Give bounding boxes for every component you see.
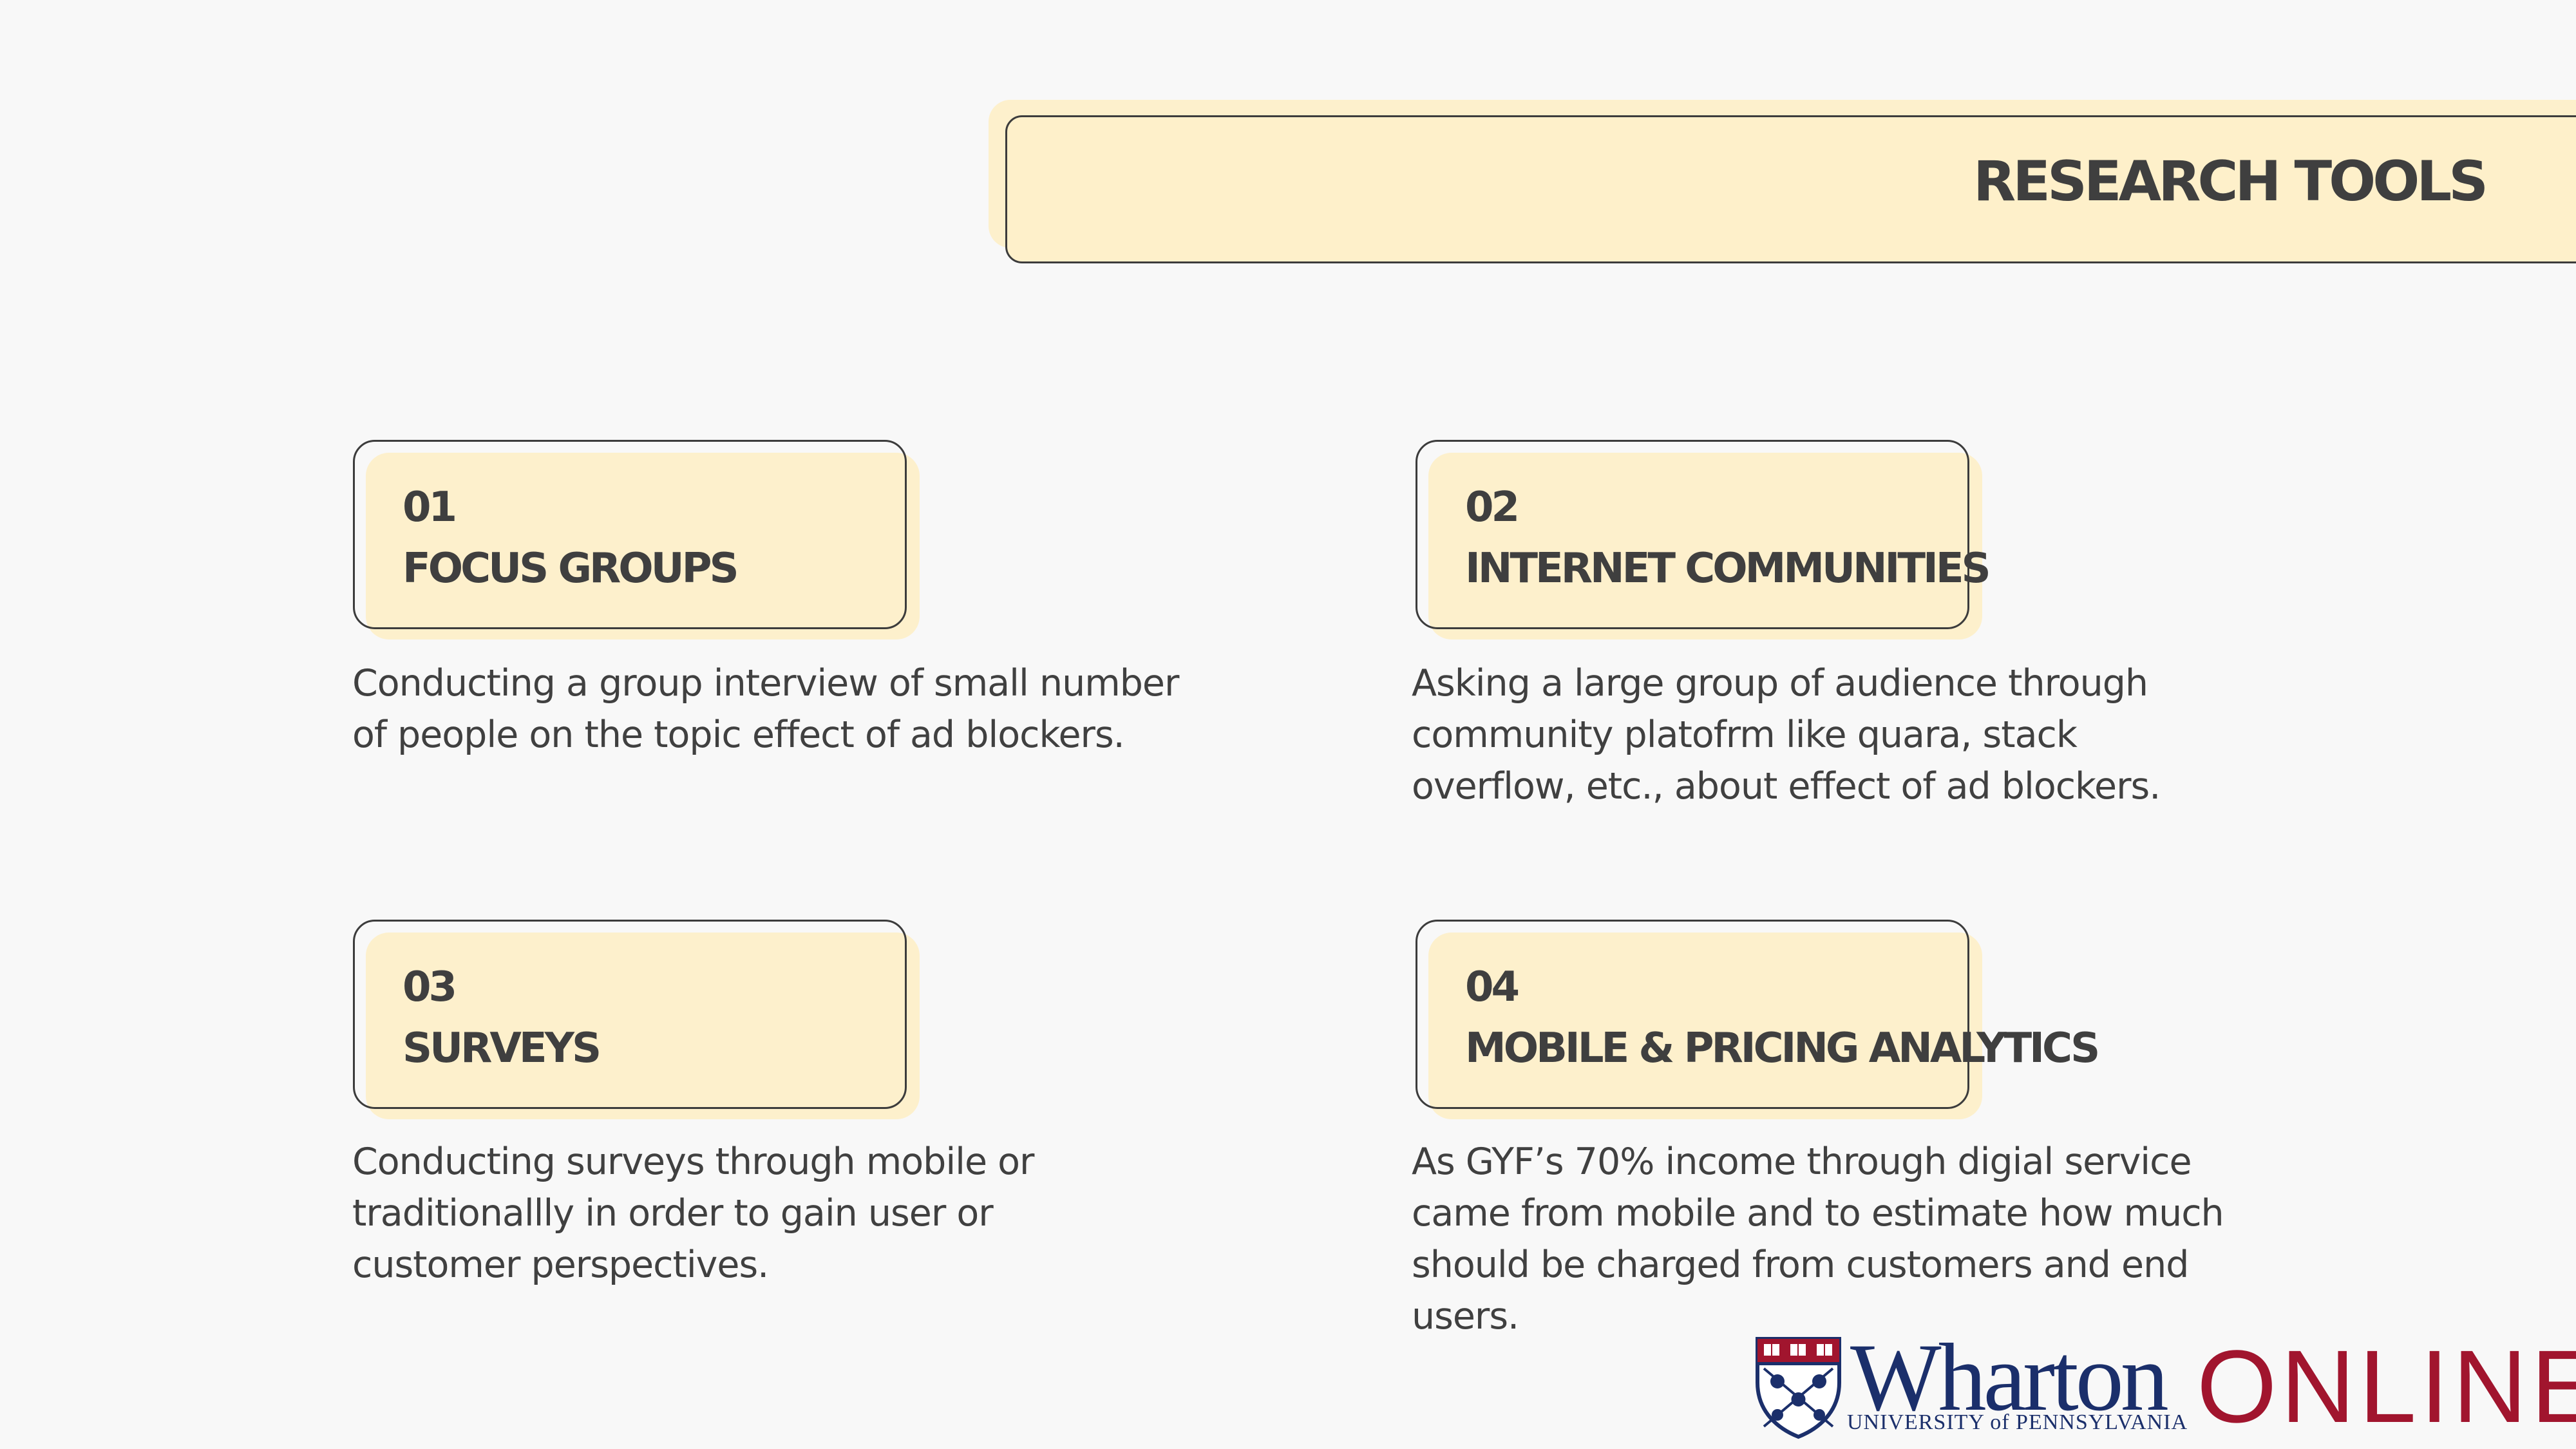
wharton-online-logo: Wharton UNIVERSITY of PENNSYLVANIA ONLIN… (1755, 1324, 2576, 1449)
description-line: customer perspectives. (352, 1244, 769, 1286)
description-line: Asking a large group of audience through (1412, 662, 2148, 705)
description-line: As GYF’s 70% income through digial servi… (1412, 1141, 2192, 1183)
description-line: came from mobile and to estimate how muc… (1412, 1192, 2224, 1235)
tool-title: INTERNET COMMUNITIES (1465, 545, 1991, 592)
card-frame: 01 FOCUS GROUPS (353, 440, 907, 629)
online-wordmark: ONLINE (2197, 1329, 2576, 1444)
card-shadow (1428, 933, 1982, 1119)
card-frame: 04 MOBILE & PRICING ANALYTICS (1416, 920, 2100, 1109)
description-line: traditionallly in order to gain user or (352, 1192, 994, 1235)
tool-card-surveys: 03 SURVEYS (353, 920, 920, 1126)
card-shadow (366, 933, 920, 1119)
tool-number: 04 (1465, 963, 1520, 1011)
card-shadow (366, 453, 920, 639)
title-banner: RESEARCH TOOLS (989, 100, 2576, 267)
university-subtitle: UNIVERSITY of PENNSYLVANIA (1847, 1410, 2188, 1434)
tool-description-focus-groups: Conducting a group interview of small nu… (352, 658, 1254, 761)
description-line: should be charged from customers and end (1412, 1244, 2189, 1286)
tool-title: MOBILE & PRICING ANALYTICS (1465, 1025, 2100, 1072)
wharton-wordmark: Wharton (1850, 1324, 2169, 1431)
tool-description-internet-communities: Asking a large group of audience through… (1412, 658, 2313, 812)
tool-number: 01 (402, 484, 457, 531)
description-line: community platofrm like quara, stack (1412, 714, 2078, 756)
tool-card-focus-groups: 01 FOCUS GROUPS (353, 440, 920, 646)
description-line: overflow, etc., about effect of ad block… (1412, 765, 2161, 808)
tool-card-internet-communities: 02 INTERNET COMMUNITIES (1416, 440, 1991, 646)
tool-title: FOCUS GROUPS (402, 545, 739, 592)
penn-shield-icon (1756, 1337, 1841, 1439)
tool-card-mobile-pricing-analytics: 04 MOBILE & PRICING ANALYTICS (1416, 920, 2100, 1126)
card-frame: 03 SURVEYS (353, 920, 907, 1109)
slide-title: RESEARCH TOOLS (1973, 149, 2488, 214)
description-line: of people on the topic effect of ad bloc… (352, 714, 1125, 756)
title-banner-frame: RESEARCH TOOLS (1005, 115, 2576, 263)
tool-number: 02 (1465, 484, 1520, 531)
description-line: Conducting a group interview of small nu… (352, 662, 1179, 705)
tool-title: SURVEYS (402, 1025, 601, 1072)
card-shadow (1428, 453, 1982, 639)
tool-description-mobile-pricing-analytics: As GYF’s 70% income through digial servi… (1412, 1136, 2313, 1342)
description-line: users. (1412, 1295, 1519, 1338)
card-frame: 02 INTERNET COMMUNITIES (1416, 440, 1991, 629)
tool-number: 03 (402, 963, 457, 1011)
description-line: Conducting surveys through mobile or (352, 1141, 1035, 1183)
tool-description-surveys: Conducting surveys through mobile or tra… (352, 1136, 1254, 1291)
